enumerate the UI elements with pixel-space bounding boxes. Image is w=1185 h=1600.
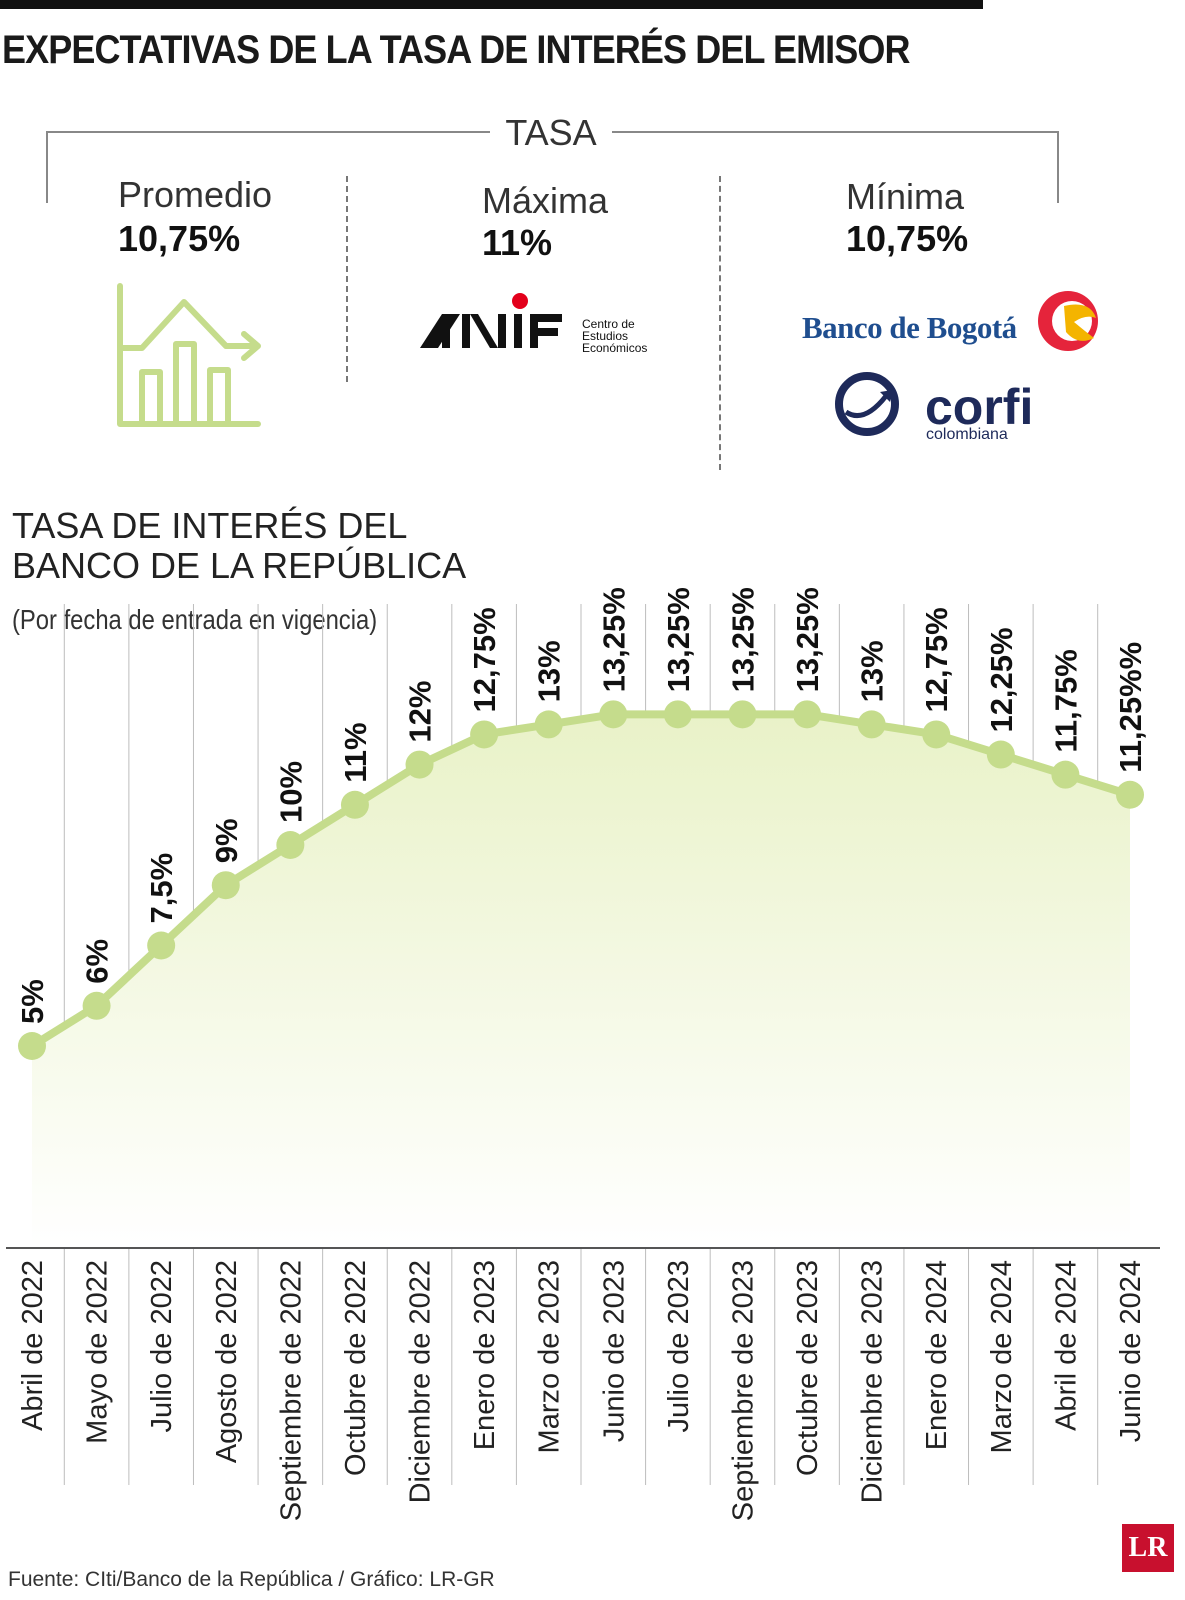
page-title: EXPECTATIVAS DE LA TASA DE INTERÉS DEL E… — [2, 28, 910, 72]
promedio-value: 10,75% — [118, 218, 241, 259]
data-point — [857, 710, 886, 739]
x-tick-label: Enero de 2023 — [469, 1260, 501, 1450]
data-point — [1116, 780, 1144, 809]
maxima-value: 11% — [482, 222, 553, 263]
data-point — [276, 831, 305, 859]
anif-subtitle: Centro de Estudios Económicos — [582, 317, 648, 355]
data-point — [728, 700, 757, 729]
data-point — [340, 790, 369, 819]
data-label: 11% — [338, 722, 373, 782]
data-label: 11,75% — [1048, 649, 1083, 752]
source-note: Fuente: CIti/Banco de la República / Grá… — [8, 1568, 495, 1591]
data-point — [18, 1032, 46, 1060]
data-label: 13,25% — [661, 587, 696, 692]
data-label: 10% — [273, 761, 308, 823]
x-tick-label: Diciembre de 2023 — [857, 1260, 889, 1503]
data-point — [663, 700, 692, 729]
tasa-label: TASA — [490, 112, 612, 154]
x-tick-label: Abril de 2022 — [17, 1260, 49, 1431]
x-tick-label: Enero de 2024 — [921, 1260, 953, 1450]
x-tick-label: Octubre de 2022 — [340, 1260, 372, 1476]
data-point — [470, 720, 499, 749]
data-label: 13% — [855, 640, 890, 702]
data-label: 13,25% — [596, 587, 631, 692]
x-tick-label: Octubre de 2023 — [792, 1260, 824, 1476]
anif-logo — [420, 293, 562, 348]
data-label: 13,25% — [790, 587, 825, 692]
data-point — [147, 931, 176, 960]
data-point — [922, 720, 951, 749]
data-label: 12% — [403, 681, 438, 743]
data-label: 11,25%% — [1113, 642, 1148, 773]
top-rule — [0, 0, 983, 9]
x-tick-label: Mayo de 2022 — [82, 1260, 114, 1444]
x-tick-label: Septiembre de 2023 — [727, 1260, 759, 1521]
rate-area — [32, 714, 1130, 1248]
chart-title-line: BANCO DE LA REPÚBLICA — [12, 545, 467, 586]
data-label: 12,25% — [984, 627, 1019, 732]
x-tick-label: Septiembre de 2022 — [275, 1260, 307, 1521]
data-label: 9% — [209, 818, 244, 863]
data-point — [405, 750, 434, 779]
corfi-logo-subtext: colombiana — [926, 426, 1008, 443]
data-label: 12,75% — [467, 607, 502, 712]
chart-growth-icon — [117, 283, 261, 427]
x-tick-label: Abril de 2024 — [1050, 1260, 1082, 1431]
promedio-label: Promedio — [118, 174, 273, 215]
x-tick-label: Marzo de 2023 — [534, 1260, 566, 1453]
minima-value: 10,75% — [846, 218, 969, 259]
data-label: 7,5% — [144, 853, 179, 924]
banco-bogota-logo-text: Banco de Bogotá — [802, 310, 1017, 345]
data-label: 12,75% — [919, 607, 954, 712]
chart-subtitle: (Por fecha de entrada en vigencia) — [12, 604, 378, 635]
x-tick-label: Junio de 2023 — [598, 1260, 630, 1442]
corfi-icon — [835, 372, 899, 436]
data-label: 13% — [532, 640, 567, 702]
data-label: 6% — [80, 939, 115, 984]
data-point — [599, 700, 628, 729]
data-point — [1051, 760, 1080, 789]
x-tick-label: Julio de 2023 — [663, 1260, 695, 1433]
x-tick-label: Agosto de 2022 — [211, 1260, 243, 1463]
data-point — [986, 740, 1015, 769]
maxima-label: Máxima — [482, 180, 609, 221]
data-label: 5% — [15, 979, 50, 1024]
data-point — [534, 710, 563, 739]
x-tick-label: Marzo de 2024 — [986, 1260, 1018, 1453]
divider — [719, 176, 721, 470]
data-point — [793, 700, 822, 729]
lr-logo: LR — [1122, 1524, 1174, 1572]
chart-title: TASA DE INTERÉS DEL BANCO DE LA REPÚBLIC… — [12, 506, 466, 586]
data-label: 13,25% — [725, 587, 760, 692]
x-tick-label: Junio de 2024 — [1115, 1260, 1147, 1442]
corfi-logo-text: corfi — [925, 379, 1034, 435]
divider — [346, 176, 348, 382]
banco-bogota-icon — [1038, 291, 1098, 351]
minima-label: Mínima — [846, 176, 965, 217]
data-point — [211, 871, 240, 900]
data-point — [82, 991, 111, 1020]
x-tick-label: Julio de 2022 — [146, 1260, 178, 1433]
chart-title-line: TASA DE INTERÉS DEL — [12, 505, 408, 546]
x-tick-label: Diciembre de 2022 — [405, 1260, 437, 1503]
